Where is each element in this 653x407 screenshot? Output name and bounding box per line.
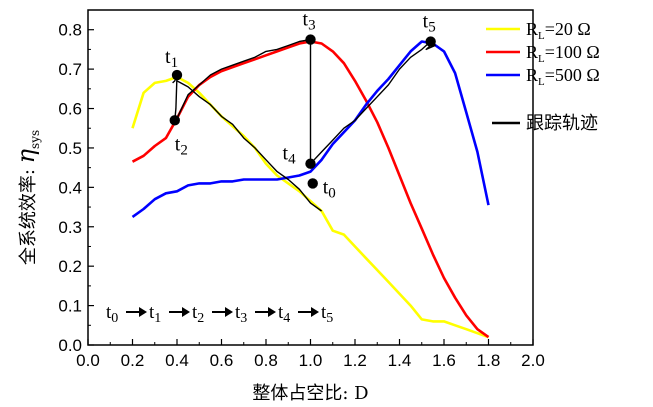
x-tick-label: 1.8 (477, 351, 501, 370)
y-tick-label: 0.1 (58, 297, 82, 316)
y-axis-title-text: 全系统效率: ηsys (12, 130, 42, 265)
sequence-annotation: t0 t1 t2 t3 t4 t5 (106, 302, 333, 326)
point-label-t2: t2 (175, 133, 188, 158)
x-axis-title: 整体占空比: D (252, 383, 368, 404)
series-line-0 (131, 75, 489, 339)
x-tick-label: 0.0 (76, 351, 100, 370)
point-label-t0: t0 (323, 176, 336, 201)
y-tick-label: 0.5 (58, 139, 82, 158)
x-tick-label: 0.4 (165, 351, 189, 370)
sequence-item: t4 (278, 302, 290, 326)
x-tick-label: 2.0 (521, 351, 545, 370)
y-tick-label: 0.0 (58, 336, 82, 355)
y-tick-label: 0.8 (58, 21, 82, 40)
legend: RL=20 ΩRL=100 ΩRL=500 Ω 跟踪轨迹 (486, 19, 600, 134)
sequence-item: t0 (106, 302, 118, 326)
tracking-trajectory (172, 38, 436, 165)
tracking-trajectory-branch (176, 80, 323, 212)
axes: 0.0 0.2 0.4 0.6 0.8 1.0 1.2 1.4 1.6 1.8 2.0 0.0 0.1 0… (58, 9, 545, 370)
point-t4 (305, 158, 316, 169)
legend-label-0: RL=20 Ω (526, 19, 591, 42)
y-tick-label: 0.3 (58, 218, 82, 237)
y-tick-label: 0.7 (58, 60, 82, 79)
point-t2 (169, 115, 180, 126)
point-t1 (171, 69, 183, 81)
point-label-t4: t4 (283, 143, 297, 168)
x-tick-label: 1.0 (299, 351, 323, 370)
sequence-arrow-head (225, 307, 233, 317)
point-label-t3: t3 (303, 9, 316, 34)
x-tick-label: 1.4 (388, 351, 412, 370)
point-label-t1: t1 (165, 46, 178, 71)
x-tick-label: 0.8 (254, 351, 278, 370)
y-tick-label: 0.6 (58, 100, 82, 119)
point-t0 (307, 178, 318, 189)
y-tick-label: 0.4 (58, 178, 82, 197)
point-t5 (425, 36, 436, 47)
sequence-arrow-head (311, 307, 319, 317)
sequence-item: t1 (149, 302, 161, 326)
legend-label-tracking: 跟踪轨迹 (526, 113, 598, 134)
x-tick-label: 0.6 (210, 351, 234, 370)
legend-label-1: RL=100 Ω (526, 42, 600, 65)
x-tick-label: 1.2 (343, 351, 367, 370)
y-axis-title: 全系统效率: ηsys (12, 130, 42, 265)
tracking-points: t1 t2 t3 t4 t0 t5 (165, 9, 436, 201)
legend-label-2: RL=500 Ω (526, 65, 600, 88)
x-tick-label: 1.6 (432, 351, 456, 370)
sequence-item: t2 (192, 302, 204, 326)
y-tick-label: 0.2 (58, 257, 82, 276)
sequence-item: t3 (235, 302, 247, 326)
series-layer (131, 38, 490, 339)
point-label-t5: t5 (423, 11, 436, 36)
sequence-item: t5 (321, 302, 333, 326)
sequence-arrow-head (182, 307, 190, 317)
point-t3 (305, 34, 316, 45)
sequence-arrow-head (268, 307, 276, 317)
x-tick-label: 0.2 (121, 351, 145, 370)
sequence-arrow-head (139, 307, 147, 317)
